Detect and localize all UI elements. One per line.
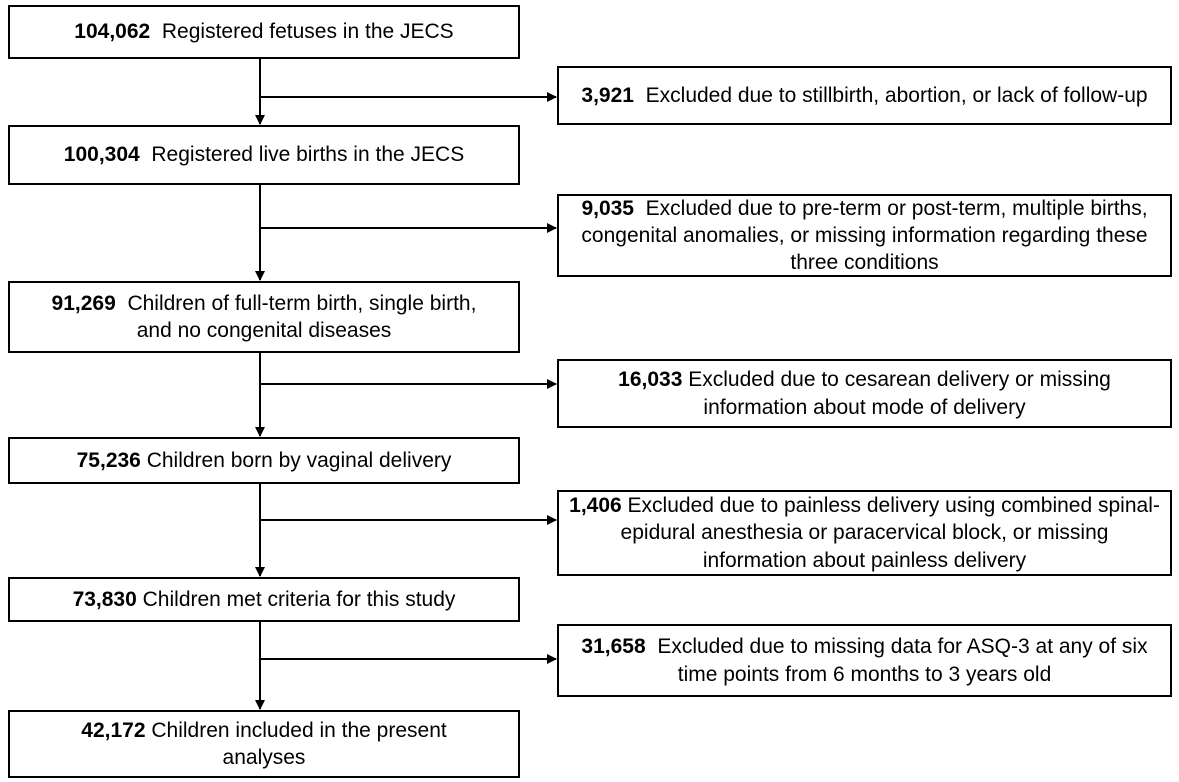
exclusion-count: 31,658 — [581, 635, 646, 659]
step-label: Children of full-term birth, single birt… — [127, 291, 477, 342]
step-count: 100,304 — [63, 143, 140, 167]
exclusion-count: 1,406 — [569, 494, 622, 518]
step-label: Children born by vaginal delivery — [146, 448, 452, 472]
exclusion-label: Excluded due to painless delivery using … — [620, 494, 1160, 572]
step-count: 104,062 — [74, 20, 151, 44]
exclusion-label: Excluded due to stillbirth, abortion, or… — [645, 83, 1148, 107]
exclusion-box: 1,406 Excluded due to painless delivery … — [557, 490, 1172, 576]
exclusion-count: 9,035 — [581, 196, 634, 220]
step-count: 91,269 — [51, 291, 116, 315]
exclusion-count: 16,033 — [618, 368, 683, 392]
step-count: 75,236 — [76, 448, 141, 472]
exclusion-label: Excluded due to cesarean delivery or mis… — [688, 368, 1111, 419]
step-box: 100,304 Registered live births in the JE… — [8, 125, 520, 185]
exclusion-box: 9,035 Excluded due to pre-term or post-t… — [557, 194, 1172, 277]
step-box: 42,172 Children included in the present … — [8, 710, 520, 778]
exclusion-box: 31,658 Excluded due to missing data for … — [557, 624, 1172, 697]
step-count: 73,830 — [72, 587, 137, 611]
exclusion-label: Excluded due to pre-term or post-term, m… — [581, 196, 1148, 275]
step-box: 73,830 Children met criteria for this st… — [8, 577, 520, 622]
step-count: 42,172 — [81, 718, 146, 742]
step-box: 75,236 Children born by vaginal delivery — [8, 437, 520, 484]
exclusion-box: 3,921 Excluded due to stillbirth, aborti… — [557, 66, 1172, 125]
step-label: Registered live births in the JECS — [151, 143, 465, 167]
exclusion-label: Excluded due to missing data for ASQ-3 a… — [657, 635, 1148, 686]
step-box: 104,062 Registered fetuses in the JECS — [8, 5, 520, 59]
step-label: Children included in the present analyse… — [151, 718, 447, 769]
step-box: 91,269 Children of full-term birth, sing… — [8, 281, 520, 353]
step-label: Registered fetuses in the JECS — [161, 20, 454, 44]
exclusion-box: 16,033 Excluded due to cesarean delivery… — [557, 359, 1172, 428]
step-label: Children met criteria for this study — [142, 587, 456, 611]
exclusion-count: 3,921 — [581, 83, 634, 107]
